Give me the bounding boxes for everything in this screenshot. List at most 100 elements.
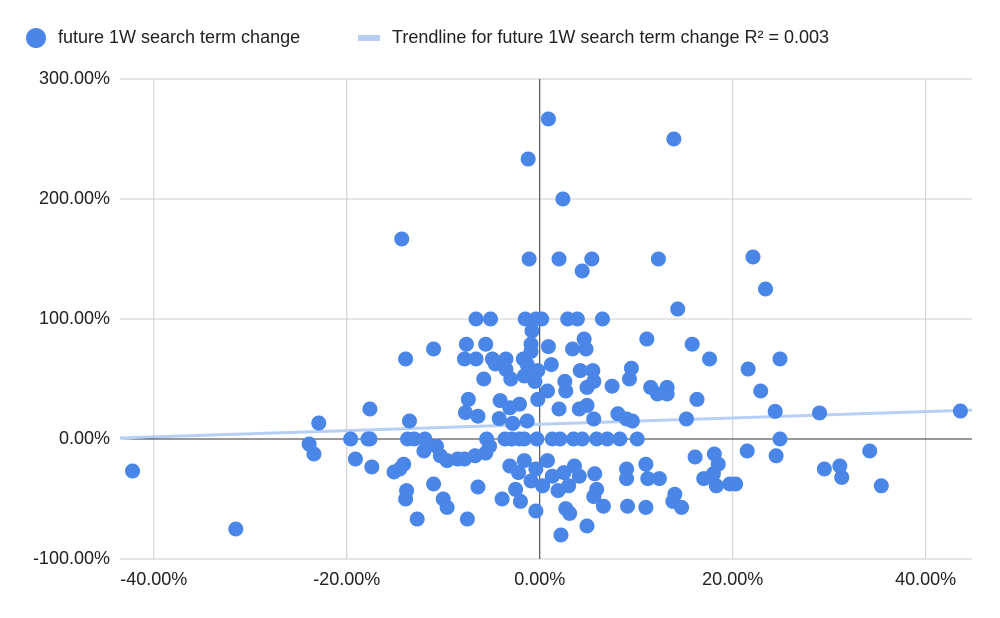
point <box>551 401 567 417</box>
point <box>535 478 551 494</box>
point <box>952 403 968 419</box>
point <box>684 336 700 352</box>
point <box>524 323 540 339</box>
point <box>639 331 655 347</box>
point <box>492 393 508 409</box>
point <box>503 371 519 387</box>
point <box>739 443 755 459</box>
point <box>459 511 475 527</box>
point <box>516 453 532 469</box>
point <box>816 461 832 477</box>
point <box>362 401 378 417</box>
point <box>552 431 568 447</box>
legend-marker <box>26 28 46 48</box>
point <box>572 363 588 379</box>
point <box>460 391 476 407</box>
point <box>362 431 378 447</box>
point <box>638 499 654 515</box>
point <box>604 378 620 394</box>
point <box>483 311 499 327</box>
point <box>574 431 590 447</box>
point <box>125 463 141 479</box>
point <box>519 413 535 429</box>
point <box>406 431 422 447</box>
point <box>529 431 545 447</box>
point <box>640 471 656 487</box>
point <box>539 383 555 399</box>
point <box>398 351 414 367</box>
point <box>520 151 536 167</box>
point <box>578 341 594 357</box>
point <box>543 357 559 373</box>
point <box>745 249 761 265</box>
point <box>565 341 581 357</box>
y-tick-label: 0.00% <box>59 428 110 448</box>
point <box>476 371 492 387</box>
point <box>398 491 414 507</box>
y-tick-label: -100.00% <box>33 548 110 568</box>
point <box>768 448 784 464</box>
point <box>553 527 569 543</box>
point <box>589 431 605 447</box>
point <box>426 476 442 492</box>
point <box>670 301 686 317</box>
point <box>530 391 546 407</box>
point <box>767 403 783 419</box>
point <box>505 415 521 431</box>
point <box>343 431 359 447</box>
point <box>311 415 327 431</box>
point <box>555 191 571 207</box>
point <box>494 491 510 507</box>
y-tick-label: 100.00% <box>39 308 110 328</box>
point <box>651 471 667 487</box>
point <box>539 453 555 469</box>
point <box>468 351 484 367</box>
y-tick-label: 200.00% <box>39 188 110 208</box>
point <box>659 386 675 402</box>
legend-label: Trendline for future 1W search term chan… <box>392 27 829 47</box>
point <box>534 311 550 327</box>
point <box>621 371 637 387</box>
point <box>458 336 474 352</box>
point <box>589 481 605 497</box>
point <box>678 411 694 427</box>
point <box>516 431 532 447</box>
point <box>728 476 744 492</box>
point <box>584 251 600 267</box>
point <box>702 351 718 367</box>
point <box>508 481 524 497</box>
point <box>585 363 601 379</box>
point <box>457 405 473 421</box>
x-tick-label: -20.00% <box>313 569 380 589</box>
point <box>426 341 442 357</box>
point <box>758 281 774 297</box>
point <box>587 466 603 482</box>
point <box>347 451 363 467</box>
point <box>511 465 527 481</box>
point <box>873 478 889 494</box>
point <box>523 473 539 489</box>
point <box>491 411 507 427</box>
point <box>456 351 472 367</box>
point <box>561 478 577 494</box>
point <box>540 111 556 127</box>
point <box>521 251 537 267</box>
point <box>710 456 726 472</box>
point <box>689 391 705 407</box>
point <box>571 468 587 484</box>
point <box>401 413 417 429</box>
point <box>579 518 595 534</box>
point <box>470 479 486 495</box>
x-tick-label: 20.00% <box>702 569 763 589</box>
x-tick-label: 0.00% <box>514 569 565 589</box>
x-tick-label: 40.00% <box>895 569 956 589</box>
point <box>862 443 878 459</box>
point <box>594 311 610 327</box>
point <box>619 411 635 427</box>
point <box>364 459 380 475</box>
point <box>523 343 539 359</box>
point <box>612 431 628 447</box>
point <box>832 458 848 474</box>
point <box>468 311 484 327</box>
